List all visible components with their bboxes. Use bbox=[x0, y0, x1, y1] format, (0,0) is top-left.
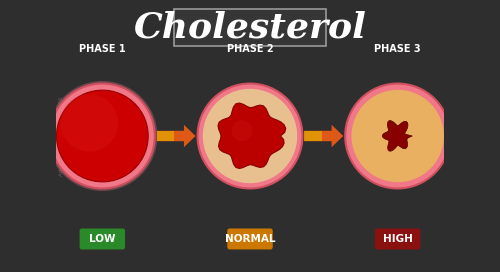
Text: Cholesterol: Cholesterol bbox=[134, 10, 366, 44]
Text: NORMAL: NORMAL bbox=[225, 234, 275, 244]
Polygon shape bbox=[304, 131, 322, 141]
Circle shape bbox=[203, 89, 297, 183]
FancyBboxPatch shape bbox=[228, 228, 272, 249]
Circle shape bbox=[56, 90, 148, 182]
Circle shape bbox=[50, 84, 155, 188]
Text: LOW: LOW bbox=[89, 234, 116, 244]
Polygon shape bbox=[218, 103, 286, 168]
Circle shape bbox=[232, 120, 252, 141]
FancyBboxPatch shape bbox=[80, 228, 125, 249]
Polygon shape bbox=[304, 125, 344, 147]
Circle shape bbox=[198, 84, 302, 188]
Text: PHASE 3: PHASE 3 bbox=[374, 44, 421, 54]
Circle shape bbox=[352, 90, 444, 182]
Polygon shape bbox=[382, 120, 412, 151]
Text: PHASE 2: PHASE 2 bbox=[226, 44, 274, 54]
Circle shape bbox=[345, 84, 450, 188]
Text: PHASE 1: PHASE 1 bbox=[79, 44, 126, 54]
Polygon shape bbox=[156, 131, 174, 141]
Text: Adobe Stock | #3252488836: Adobe Stock | #3252488836 bbox=[59, 96, 64, 176]
Circle shape bbox=[60, 94, 118, 152]
FancyBboxPatch shape bbox=[375, 228, 420, 249]
Text: HIGH: HIGH bbox=[382, 234, 412, 244]
Circle shape bbox=[48, 81, 158, 191]
FancyBboxPatch shape bbox=[174, 9, 326, 46]
Polygon shape bbox=[156, 125, 196, 147]
